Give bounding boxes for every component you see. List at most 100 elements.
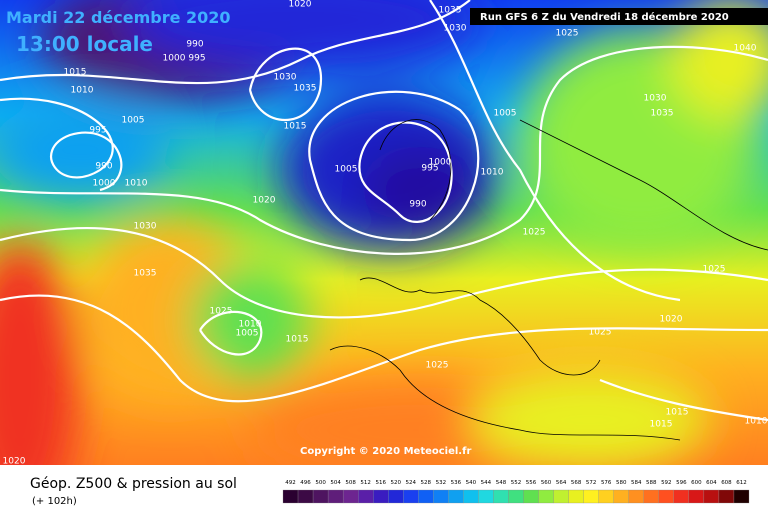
colorbar-cell	[327, 489, 344, 504]
isobar-label: 1025	[523, 228, 546, 238]
copyright: Copyright © 2020 Meteociel.fr	[300, 446, 471, 457]
isobar-label: 1010	[71, 86, 94, 96]
colorbar-cell	[688, 489, 705, 504]
colorbar-cell	[312, 489, 329, 504]
colorbar-label: 560	[541, 480, 552, 486]
colorbar-label: 504	[330, 480, 341, 486]
isobar-label: 1015	[286, 335, 309, 345]
isobar-label: 1000	[93, 179, 116, 189]
colorbar-label: 500	[315, 480, 326, 486]
colorbar-cell	[628, 489, 644, 504]
colorbar-cell	[508, 489, 524, 504]
colorbar-label: 516	[375, 480, 386, 486]
colorbar-label: 552	[511, 480, 522, 486]
colorbar-cell	[448, 489, 464, 504]
isobar-label: 1010	[481, 168, 504, 178]
isobar-label: 1015	[666, 408, 689, 418]
coastlines	[329, 119, 768, 441]
colorbar-label: 528	[421, 480, 432, 486]
colorbar-cell	[583, 489, 599, 504]
colorbar-label: 564	[556, 480, 567, 486]
isobar-label: 1020	[253, 196, 276, 206]
isobar-label: 1020	[660, 315, 683, 325]
colorbar-label: 608	[721, 480, 732, 486]
colorbar-cell	[433, 489, 449, 504]
colorbar-label: 600	[691, 480, 702, 486]
colorbar-label: 612	[736, 480, 747, 486]
colorbar-label: 596	[676, 480, 687, 486]
colorbar-label: 536	[451, 480, 462, 486]
isobar-label: 990	[186, 40, 203, 50]
isobars	[0, 0, 768, 420]
isobar-label: 1010	[125, 179, 148, 189]
isobar-label: 1030	[644, 94, 667, 104]
isobar-label: 1035	[651, 109, 674, 119]
colorbar-label: 584	[631, 480, 642, 486]
map-title: Géop. Z500 & pression au sol	[30, 476, 237, 492]
isobar-label: 1035	[134, 269, 157, 279]
colorbar-cell	[568, 489, 584, 504]
isobar-label: 1005	[122, 116, 145, 126]
colorbar-cell	[282, 489, 299, 504]
isobar-label: 1035	[294, 84, 317, 94]
isobar-label: 1030	[274, 73, 297, 83]
isobar-label: 1030	[444, 24, 467, 34]
colorbar-cell	[403, 489, 419, 504]
isobar-label: 1005	[335, 165, 358, 175]
time-label: 13:00 locale	[16, 32, 153, 56]
colorbar-label: 540	[466, 480, 477, 486]
colorbar-label: 544	[481, 480, 492, 486]
colorbar-cell	[463, 489, 479, 504]
isobar-label: 1000	[429, 158, 452, 168]
isobar-label: 995	[89, 126, 106, 136]
colorbar-cell	[643, 489, 659, 504]
isobar-label: 1025	[210, 307, 233, 317]
isobar-label: 995	[188, 54, 205, 64]
lead-time: (+ 102h)	[32, 496, 77, 507]
colorbar-cell	[493, 489, 509, 504]
colorbar-label: 568	[571, 480, 582, 486]
colorbar-label: 496	[300, 480, 311, 486]
colorbar-label: 492	[285, 480, 296, 486]
colorbar-label: 604	[706, 480, 717, 486]
colorbar-label: 532	[436, 480, 447, 486]
colorbar-cell	[673, 489, 690, 504]
colorbar-label: 556	[526, 480, 537, 486]
run-label: Run GFS 6 Z du Vendredi 18 décembre 2020	[480, 11, 729, 23]
colorbar-cell	[598, 489, 614, 504]
isobar-label: 1020	[289, 0, 312, 10]
colorbar-label: 548	[496, 480, 507, 486]
isobar-label: 1025	[589, 328, 612, 338]
isobar-label: 1010	[239, 320, 262, 330]
colorbar-label: 508	[345, 480, 356, 486]
isobar-label: 1020	[3, 457, 26, 467]
colorbar-cell	[538, 489, 554, 504]
isobar-label: 1030	[134, 222, 157, 232]
isobar-label: 990	[95, 162, 112, 172]
isobar-label: 1015	[64, 68, 87, 78]
isobar-label: 1025	[556, 29, 579, 39]
isobar-label: 1015	[650, 420, 673, 430]
colorbar-cell	[478, 489, 494, 504]
colorbar-cell	[718, 489, 735, 504]
isobar-label: 995	[421, 164, 438, 174]
colorbar-cell	[613, 489, 629, 504]
isobar-label: 1010	[745, 417, 768, 427]
colorbar-label: 588	[646, 480, 657, 486]
date-label: Mardi 22 décembre 2020	[6, 8, 231, 27]
isobar-label: 1035	[439, 6, 462, 16]
colorbar-label: 592	[661, 480, 672, 486]
colorbar-cell	[297, 489, 314, 504]
colorbar-cell	[388, 489, 404, 504]
colorbar-cell	[523, 489, 539, 504]
colorbar-label: 576	[601, 480, 612, 486]
isobar-label: 1025	[426, 361, 449, 371]
colorbar-label: 520	[390, 480, 401, 486]
isobar-label: 1040	[734, 44, 757, 54]
isobar-label: 1005	[236, 329, 259, 339]
colorbar-cell	[703, 489, 720, 504]
colorbar-cell	[553, 489, 569, 504]
colorbar-label: 572	[586, 480, 597, 486]
